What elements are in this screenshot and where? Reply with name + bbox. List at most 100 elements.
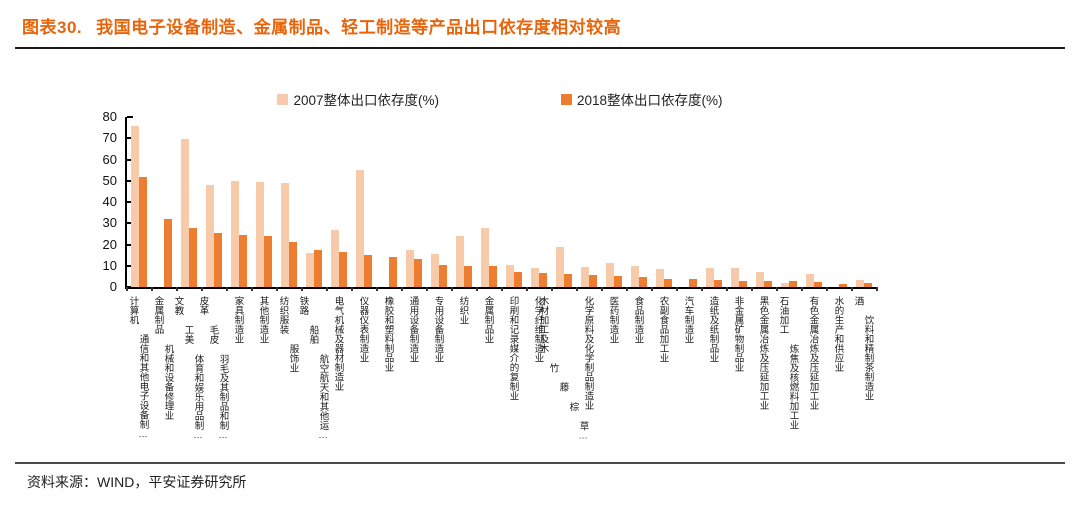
x-axis-label: 橡胶和塑料制品业: [383, 296, 394, 372]
legend-item-2007: 2007整体出口依存度(%): [277, 89, 439, 109]
x-axis-labels: 计算机 通信和其他电子设备制… 金属制品 机械和设备修理业 文教 工美 体育和娱乐用品制… 皮…: [125, 296, 875, 461]
x-axis-label-segment: 工美: [182, 324, 194, 344]
x-axis-label: 文教工美体育和娱乐用品制…: [172, 296, 204, 441]
bar-2007: [581, 266, 589, 287]
x-axis-label-segment: 皮革: [197, 296, 209, 315]
x-axis-tick: [301, 287, 303, 291]
x-axis-tick: [351, 287, 353, 291]
bar-2018: [714, 279, 722, 287]
bar-2007: [431, 254, 439, 287]
y-axis-tick-label: 10: [102, 257, 117, 273]
legend-label-2018: 2018整体出口依存度(%): [577, 93, 723, 108]
bar-2007: [731, 267, 739, 287]
title-divider: [15, 47, 1065, 49]
bar-2018: [239, 234, 247, 287]
bar-2007: [456, 236, 464, 287]
chart-title: 图表30. 我国电子设备制造、金属制品、轻工制造等产品出口依存度相对较高: [22, 13, 621, 38]
y-axis-tick: [127, 286, 133, 288]
x-axis-label-segment: 饮料和精制茶制造业: [862, 315, 874, 401]
x-axis-tick: [576, 287, 578, 291]
x-axis-label-segment: 化学纤维制造业: [532, 296, 544, 363]
x-axis-label-segment: 纺织业: [457, 296, 469, 325]
legend-label-2007: 2007整体出口依存度(%): [293, 93, 439, 108]
x-axis-label-segment: 电气机械及器材制造业: [332, 296, 344, 391]
x-axis-label-segment: 造纸及纸制品业: [707, 296, 719, 363]
x-axis-label-segment: 水的生产和供应业: [832, 296, 844, 372]
x-axis-label: 纺织服装服饰业: [277, 296, 299, 373]
y-axis-tick-label: 40: [102, 194, 117, 209]
legend-item-2018: 2018整体出口依存度(%): [561, 89, 723, 109]
bar-2018: [439, 264, 447, 287]
bar-2007: [131, 125, 139, 287]
x-axis-tick: [201, 287, 203, 291]
x-axis-label: 汽车制造业: [682, 296, 694, 344]
x-axis-tick: [676, 287, 678, 291]
y-axis-tick-label: 50: [102, 172, 117, 188]
x-axis-label: 专用设备制造业: [433, 296, 444, 363]
x-axis-label-segment: 纺织服装: [277, 296, 289, 334]
x-axis-tick: [276, 287, 278, 291]
bar-2018: [489, 265, 497, 287]
x-axis-label: 电气机械及器材制造业: [332, 296, 344, 391]
y-axis-tick-label: 80: [102, 109, 117, 124]
x-axis-tick: [801, 287, 803, 291]
y-axis-tick: [127, 179, 133, 182]
bar-2018: [639, 277, 647, 287]
x-axis-label-segment: 体育和娱乐用品制…: [192, 353, 204, 441]
x-axis-label-segment: 汽车制造业: [682, 296, 694, 344]
x-axis-tick: [176, 287, 178, 291]
bar-2018: [839, 283, 847, 287]
bar-2018: [589, 275, 597, 287]
x-axis-label: 印刷和记录媒介的复制业: [507, 296, 519, 401]
x-axis-label: 有色金属冶炼及压延加工业: [807, 296, 819, 410]
x-axis-label: 皮革 毛皮 羽毛及其制品和制…: [197, 296, 229, 441]
x-axis-label: 食品制造业: [632, 296, 644, 344]
bar-2007: [406, 249, 414, 287]
x-axis-tick: [426, 287, 428, 291]
x-axis-label-segment: 机械和设备修理业: [162, 344, 174, 420]
x-axis-label-segment: 计算机: [127, 296, 139, 325]
x-axis-tick: [151, 287, 153, 291]
x-axis-label-segment: 草…: [577, 420, 589, 442]
bar-2007: [331, 229, 339, 287]
x-axis-label-segment: 食品制造业: [632, 296, 644, 344]
x-axis-label-segment: 炼焦及核燃料加工业: [787, 344, 799, 430]
x-axis-label-segment: 服饰业: [287, 344, 299, 373]
y-axis-tick-label: 70: [102, 130, 117, 146]
bar-2007: [256, 181, 264, 287]
x-axis-tick: [401, 287, 403, 291]
x-axis-label-segment: 铁路: [297, 296, 309, 315]
x-axis-label-segment: 仪器仪表制造业: [357, 296, 369, 363]
y-axis-tick-label: 30: [102, 215, 117, 231]
bar-2007: [356, 170, 364, 287]
x-axis-label: 纺织业: [457, 296, 469, 325]
x-axis-tick: [826, 287, 828, 291]
x-axis-tick: [376, 287, 378, 291]
x-axis-label-segment: 毛皮: [207, 324, 219, 344]
bar-2007: [531, 267, 539, 287]
bar-2018: [689, 278, 697, 287]
plot-area: [125, 116, 878, 291]
x-axis-tick: [776, 287, 778, 291]
bar-2018: [614, 276, 622, 287]
bar-2018: [289, 242, 297, 287]
x-axis-label-segment: 印刷和记录媒介的复制业: [507, 296, 519, 401]
bar-2007: [506, 264, 514, 287]
x-axis-label: 金属制品业: [483, 296, 494, 344]
x-axis-label-segment: 酒: [852, 296, 864, 306]
bar-2018: [264, 236, 272, 287]
bar-2007: [631, 265, 639, 287]
x-axis-label-segment: 通信和其他电子设备制…: [137, 334, 149, 441]
bar-2018: [789, 281, 797, 287]
bar-2018: [664, 278, 672, 287]
x-axis-tick: [726, 287, 728, 291]
x-axis-label: 黑色金属冶炼及压延加工业: [758, 296, 769, 410]
bar-2007: [706, 267, 714, 287]
x-axis-label-segment: 有色金属冶炼及压延加工业: [807, 296, 819, 410]
x-axis-label-segment: 农副食品加工业: [657, 296, 669, 363]
x-axis-label: 造纸及纸制品业: [707, 296, 719, 363]
x-axis-label-segment: 文教: [172, 296, 184, 315]
bar-2007: [306, 253, 314, 287]
legend-swatch-2018-icon: [561, 93, 572, 105]
